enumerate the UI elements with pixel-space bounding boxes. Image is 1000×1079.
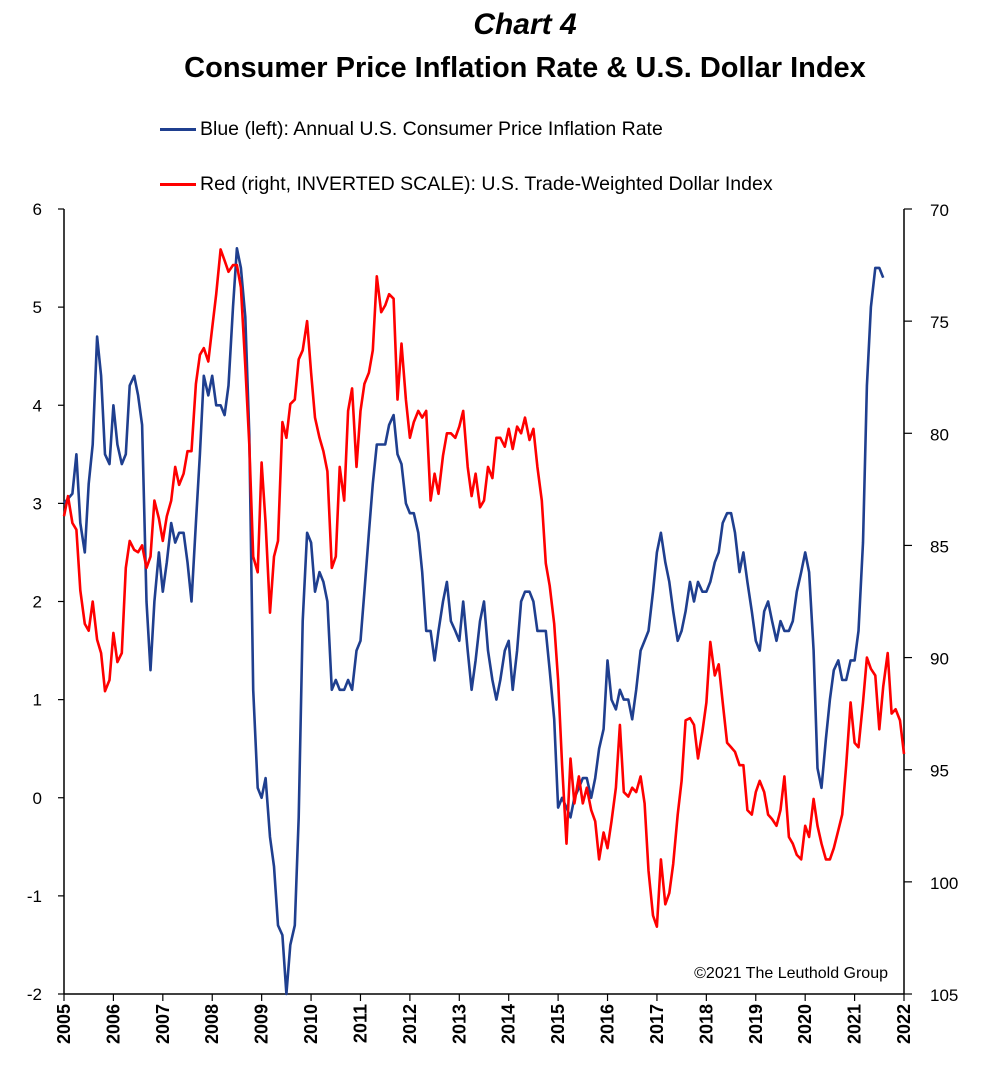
x-tick-label: 2007	[153, 1004, 173, 1044]
left-tick-label: 0	[33, 789, 42, 808]
legend-item-red: Red (right, INVERTED SCALE): U.S. Trade-…	[160, 173, 773, 196]
left-tick-label: 2	[33, 593, 42, 612]
x-tick-label: 2015	[548, 1004, 568, 1044]
left-tick-label: 1	[33, 691, 42, 710]
x-tick-label: 2013	[449, 1004, 469, 1044]
x-tick-label: 2014	[499, 1004, 519, 1044]
legend-label-blue: Blue (left): Annual U.S. Consumer Price …	[200, 118, 663, 140]
right-tick-label: 75	[930, 313, 949, 332]
x-tick-label: 2011	[350, 1004, 370, 1043]
x-tick-label: 2017	[647, 1004, 667, 1044]
left-tick-label: -2	[27, 985, 42, 1004]
left-tick-label: -1	[27, 887, 42, 906]
right-tick-label: 80	[930, 425, 949, 444]
x-tick-label: 2018	[696, 1004, 716, 1044]
x-tick-label: 2012	[400, 1004, 420, 1044]
left-tick-label: 5	[33, 298, 42, 317]
right-tick-label: 70	[930, 201, 949, 220]
left-tick-label: 6	[33, 200, 42, 219]
right-tick-label: 105	[930, 986, 958, 1005]
x-tick-label: 2008	[202, 1004, 222, 1044]
copyright-annotation: ©2021 The Leuthold Group	[694, 965, 888, 982]
x-tick-label: 2009	[252, 1004, 272, 1044]
series-line-cpi-inflation	[63, 247, 885, 996]
right-tick-label: 100	[930, 874, 958, 893]
left-tick-label: 4	[33, 396, 42, 415]
right-tick-label: 95	[930, 762, 949, 781]
series-line-dollar-index	[62, 248, 906, 928]
right-tick-label: 85	[930, 537, 949, 556]
chart-title: Chart 4	[473, 8, 577, 41]
x-tick-label: 2021	[845, 1004, 865, 1044]
chart-subtitle: Consumer Price Inflation Rate & U.S. Dol…	[184, 52, 866, 84]
left-tick-label: 3	[33, 494, 42, 513]
x-tick-label: 2005	[54, 1004, 74, 1044]
x-tick-label: 2016	[598, 1004, 618, 1044]
x-tick-label: 2022	[894, 1004, 914, 1044]
legend-swatch-red	[160, 183, 196, 186]
legend-label-red: Red (right, INVERTED SCALE): U.S. Trade-…	[200, 173, 773, 195]
x-tick-label: 2020	[795, 1004, 815, 1044]
x-tick-label: 2019	[746, 1004, 766, 1044]
legend-swatch-blue	[160, 128, 196, 131]
x-tick-label: 2006	[103, 1004, 123, 1044]
x-tick-label: 2010	[301, 1004, 321, 1044]
legend-item-blue: Blue (left): Annual U.S. Consumer Price …	[160, 118, 663, 141]
right-tick-label: 90	[930, 650, 949, 669]
